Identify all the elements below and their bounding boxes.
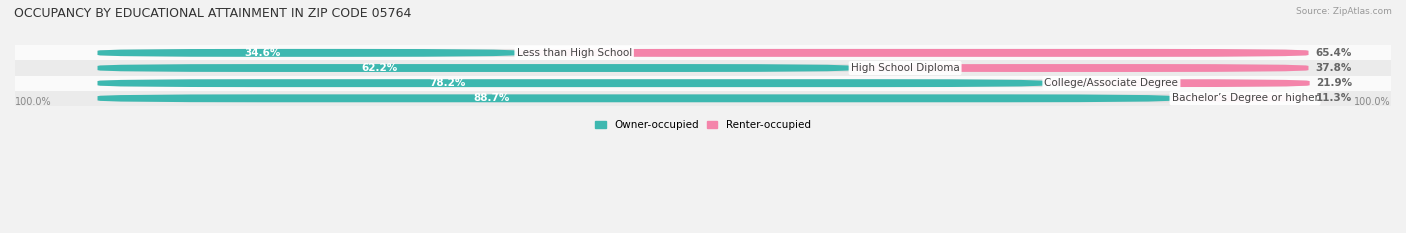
Bar bbox=[15, 75, 1391, 91]
Text: 65.4%: 65.4% bbox=[1316, 48, 1351, 58]
Text: Source: ZipAtlas.com: Source: ZipAtlas.com bbox=[1296, 7, 1392, 16]
Text: 100.0%: 100.0% bbox=[1354, 97, 1391, 107]
Text: 100.0%: 100.0% bbox=[15, 97, 52, 107]
Legend: Owner-occupied, Renter-occupied: Owner-occupied, Renter-occupied bbox=[591, 116, 815, 134]
FancyBboxPatch shape bbox=[1143, 94, 1337, 102]
FancyBboxPatch shape bbox=[1045, 79, 1309, 87]
Text: OCCUPANCY BY EDUCATIONAL ATTAINMENT IN ZIP CODE 05764: OCCUPANCY BY EDUCATIONAL ATTAINMENT IN Z… bbox=[14, 7, 412, 20]
Text: 88.7%: 88.7% bbox=[474, 93, 510, 103]
FancyBboxPatch shape bbox=[516, 49, 1309, 57]
Text: 34.6%: 34.6% bbox=[245, 48, 281, 58]
FancyBboxPatch shape bbox=[97, 79, 1045, 87]
FancyBboxPatch shape bbox=[851, 64, 1309, 72]
Text: Bachelor’s Degree or higher: Bachelor’s Degree or higher bbox=[1171, 93, 1319, 103]
FancyBboxPatch shape bbox=[97, 79, 1309, 87]
Text: 78.2%: 78.2% bbox=[429, 78, 465, 88]
Bar bbox=[15, 45, 1391, 60]
FancyBboxPatch shape bbox=[97, 94, 1171, 102]
Text: 62.2%: 62.2% bbox=[361, 63, 398, 73]
Text: 37.8%: 37.8% bbox=[1316, 63, 1351, 73]
Text: College/Associate Degree: College/Associate Degree bbox=[1045, 78, 1178, 88]
FancyBboxPatch shape bbox=[97, 49, 516, 57]
FancyBboxPatch shape bbox=[97, 94, 1309, 102]
Text: 11.3%: 11.3% bbox=[1316, 93, 1351, 103]
Text: Less than High School: Less than High School bbox=[516, 48, 631, 58]
Bar bbox=[15, 60, 1391, 75]
Bar bbox=[15, 91, 1391, 106]
FancyBboxPatch shape bbox=[97, 64, 851, 72]
Text: High School Diploma: High School Diploma bbox=[851, 63, 959, 73]
FancyBboxPatch shape bbox=[97, 49, 1309, 57]
FancyBboxPatch shape bbox=[97, 64, 1309, 72]
Text: 21.9%: 21.9% bbox=[1316, 78, 1353, 88]
